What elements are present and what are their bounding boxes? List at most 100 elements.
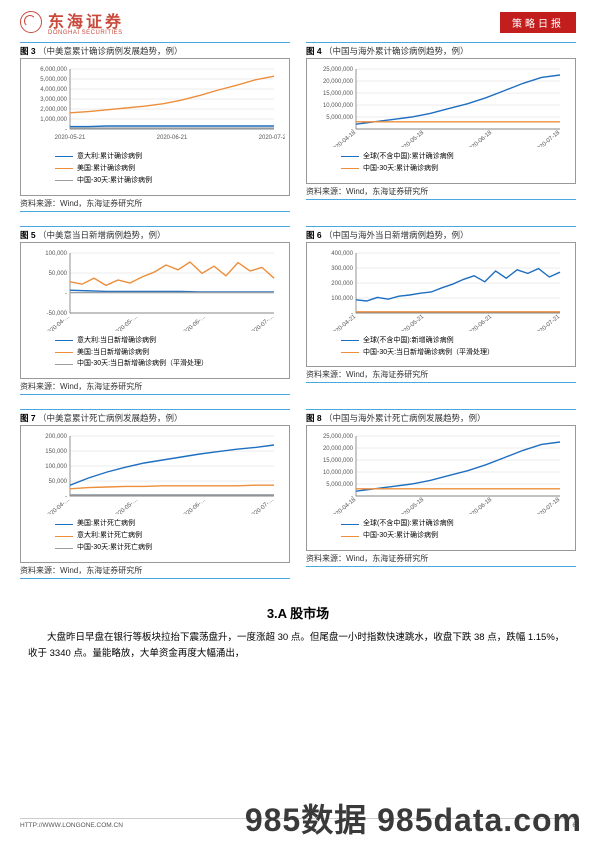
svg-text:-: - — [65, 127, 67, 133]
legend-label: 全球(不含中国):新增确诊病例 — [363, 335, 454, 347]
chart-legend: 意大利:当日新增确诊病例美国:当日新增确诊病例中国-30天:当日新增确诊病例（平… — [25, 331, 285, 375]
chart-panel: 图 7 （中美意累计死亡病例发展趋势，例）-50,000100,000150,0… — [20, 409, 290, 589]
svg-text:2020-05-18: 2020-05-18 — [398, 497, 426, 514]
svg-text:2020-07-21: 2020-07-21 — [534, 313, 562, 330]
chart-box: -5,000,00010,000,00015,000,00020,000,000… — [306, 425, 576, 551]
svg-text:100,000: 100,000 — [331, 296, 353, 302]
legend-item: 美国:累计确诊病例 — [55, 163, 279, 175]
legend-item: 中国-30天:累计确诊病例 — [341, 530, 565, 542]
logo-cn: 东海证券 — [48, 8, 124, 32]
svg-text:2020-05-21: 2020-05-21 — [398, 313, 426, 330]
chart-svg: -50,000-50,000100,0002020-04-…2020-05-…2… — [25, 249, 285, 331]
chart-legend: 全球(不含中国):累计确诊病例中国-30天:累计确诊病例 — [311, 514, 571, 546]
legend-item: 意大利:累计死亡病例 — [55, 530, 279, 542]
chart-legend: 全球(不含中国):累计确诊病例中国-30天:累计确诊病例 — [311, 147, 571, 179]
legend-label: 意大利:累计确诊病例 — [77, 151, 142, 163]
svg-text:300,000: 300,000 — [331, 266, 353, 272]
chart-panel: 图 4 （中国与海外累计确诊病例趋势，例）-5,000,00010,000,00… — [306, 42, 576, 222]
legend-label: 中国-30天:当日新增确诊病例（平滑处理） — [77, 358, 208, 370]
svg-text:2020-06-18: 2020-06-18 — [466, 130, 494, 147]
svg-text:3,000,000: 3,000,000 — [40, 97, 67, 103]
svg-text:2020-06-…: 2020-06-… — [180, 314, 207, 331]
legend-item: 中国-30天:当日新增确诊病例（平滑处理） — [55, 358, 279, 370]
svg-text:15,000,000: 15,000,000 — [323, 458, 354, 464]
svg-text:25,000,000: 25,000,000 — [323, 434, 354, 440]
legend-label: 中国-30天:累计确诊病例 — [363, 530, 438, 542]
chart-title: 图 3 （中美意累计确诊病例发展趋势，例） — [20, 45, 290, 57]
section-heading: 3.A 股市场 — [20, 603, 576, 622]
svg-text:2020-06-21: 2020-06-21 — [157, 135, 188, 141]
chart-title: 图 6 （中国与海外当日新增病例趋势，例） — [306, 229, 576, 241]
legend-item: 美国:累计死亡病例 — [55, 518, 279, 530]
chart-source: 资料来源：Wind，东海证券研究所 — [306, 184, 576, 200]
chart-panel: 图 8 （中国与海外累计死亡病例发展趋势，例）-5,000,00010,000,… — [306, 409, 576, 589]
legend-label: 意大利:累计死亡病例 — [77, 530, 142, 542]
chart-source: 资料来源：Wind，东海证券研究所 — [306, 551, 576, 567]
svg-text:2,000,000: 2,000,000 — [40, 107, 67, 113]
svg-text:50,000: 50,000 — [49, 271, 68, 277]
chart-panel: 图 6 （中国与海外当日新增病例趋势，例）-100,000200,000300,… — [306, 226, 576, 406]
chart-box: -1,000,0002,000,0003,000,0004,000,0005,0… — [20, 58, 290, 196]
legend-label: 美国:累计死亡病例 — [77, 518, 135, 530]
legend-item: 美国:当日新增确诊病例 — [55, 347, 279, 359]
svg-text:-: - — [65, 291, 67, 297]
chart-source: 资料来源：Wind，东海证券研究所 — [20, 196, 290, 212]
svg-text:20,000,000: 20,000,000 — [323, 446, 354, 452]
svg-text:2020-05-18: 2020-05-18 — [398, 130, 426, 147]
chart-panel: 图 5 （中美意当日新增病例趋势，例）-50,000-50,000100,000… — [20, 226, 290, 406]
legend-label: 全球(不含中国):累计确诊病例 — [363, 151, 454, 163]
header-badge: 策略日报 — [500, 12, 576, 33]
legend-label: 美国:累计确诊病例 — [77, 163, 135, 175]
svg-text:5,000,000: 5,000,000 — [326, 482, 353, 488]
legend-label: 美国:当日新增确诊病例 — [77, 347, 149, 359]
legend-label: 全球(不含中国):累计确诊病例 — [363, 518, 454, 530]
chart-svg: -5,000,00010,000,00015,000,00020,000,000… — [311, 65, 571, 147]
svg-text:10,000,000: 10,000,000 — [323, 470, 354, 476]
svg-text:2020-06-18: 2020-06-18 — [466, 497, 494, 514]
svg-text:50,000: 50,000 — [49, 479, 68, 485]
legend-item: 中国-30天:累计死亡病例 — [55, 542, 279, 554]
svg-text:100,000: 100,000 — [45, 464, 67, 470]
chart-legend: 全球(不含中国):新增确诊病例中国-30天:当日新增确诊病例（平滑处理） — [311, 331, 571, 363]
legend-item: 意大利:当日新增确诊病例 — [55, 335, 279, 347]
svg-text:200,000: 200,000 — [331, 281, 353, 287]
svg-text:2020-05-21: 2020-05-21 — [55, 135, 86, 141]
svg-text:5,000,000: 5,000,000 — [326, 115, 353, 121]
svg-text:2020-04-21: 2020-04-21 — [330, 313, 358, 330]
charts-grid: 图 3 （中美意累计确诊病例发展趋势，例） - 1,000,000 2,000,000… — [20, 42, 576, 589]
svg-text:2020-05-…: 2020-05-… — [112, 314, 139, 331]
watermark: 985数据 985data.com — [245, 795, 582, 841]
legend-item: 全球(不含中国):累计确诊病例 — [341, 518, 565, 530]
chart-title: 图 7 （中美意累计死亡病例发展趋势，例） — [20, 412, 290, 424]
svg-text:20,000,000: 20,000,000 — [323, 79, 354, 85]
chart-svg: -50,000100,000150,000200,0002020-04-…202… — [25, 432, 285, 514]
svg-text:5,000,000: 5,000,000 — [40, 77, 67, 83]
chart-title: 图 8 （中国与海外累计死亡病例发展趋势，例） — [306, 412, 576, 424]
chart-svg: -100,000200,000300,000400,0002020-04-212… — [311, 249, 571, 331]
chart-legend: 美国:累计死亡病例意大利:累计死亡病例中国-30天:累计死亡病例 — [25, 514, 285, 558]
svg-text:400,000: 400,000 — [331, 251, 353, 257]
chart-source: 资料来源：Wind，东海证券研究所 — [306, 367, 576, 383]
svg-text:25,000,000: 25,000,000 — [323, 67, 354, 73]
chart-panel: 图 3 （中美意累计确诊病例发展趋势，例） - 1,000,000 2,000,000… — [20, 42, 290, 222]
svg-text:2020-07-18: 2020-07-18 — [534, 497, 562, 514]
chart-title: 图 5 （中美意当日新增病例趋势，例） — [20, 229, 290, 241]
chart-svg: -1,000,0002,000,0003,000,0004,000,0005,0… — [25, 65, 285, 147]
legend-item: 全球(不含中国):新增确诊病例 — [341, 335, 565, 347]
legend-label: 中国-30天:当日新增确诊病例（平滑处理） — [363, 347, 494, 359]
svg-text:2020-07-21: 2020-07-21 — [259, 135, 285, 141]
page-header: 东海证券 DONGHAI SECURITIES 策略日报 — [0, 0, 596, 42]
legend-label: 意大利:当日新增确诊病例 — [77, 335, 156, 347]
chart-legend: 意大利:累计确诊病例美国:累计确诊病例中国-30天:累计确诊病例 — [25, 147, 285, 191]
svg-text:6,000,000: 6,000,000 — [40, 67, 67, 73]
chart-box: -50,000-50,000100,0002020-04-…2020-05-…2… — [20, 242, 290, 380]
chart-svg: -5,000,00010,000,00015,000,00020,000,000… — [311, 432, 571, 514]
legend-label: 中国-30天:累计确诊病例 — [77, 175, 152, 187]
legend-label: 中国-30天:累计死亡病例 — [77, 542, 152, 554]
svg-text:2020-05-…: 2020-05-… — [112, 497, 139, 514]
page-body: 图 3 （中美意累计确诊病例发展趋势，例） - 1,000,000 2,000,000… — [0, 42, 596, 662]
svg-text:1,000,000: 1,000,000 — [40, 117, 67, 123]
legend-item: 全球(不含中国):累计确诊病例 — [341, 151, 565, 163]
legend-item: 中国-30天:当日新增确诊病例（平滑处理） — [341, 347, 565, 359]
legend-item: 中国-30天:累计确诊病例 — [341, 163, 565, 175]
